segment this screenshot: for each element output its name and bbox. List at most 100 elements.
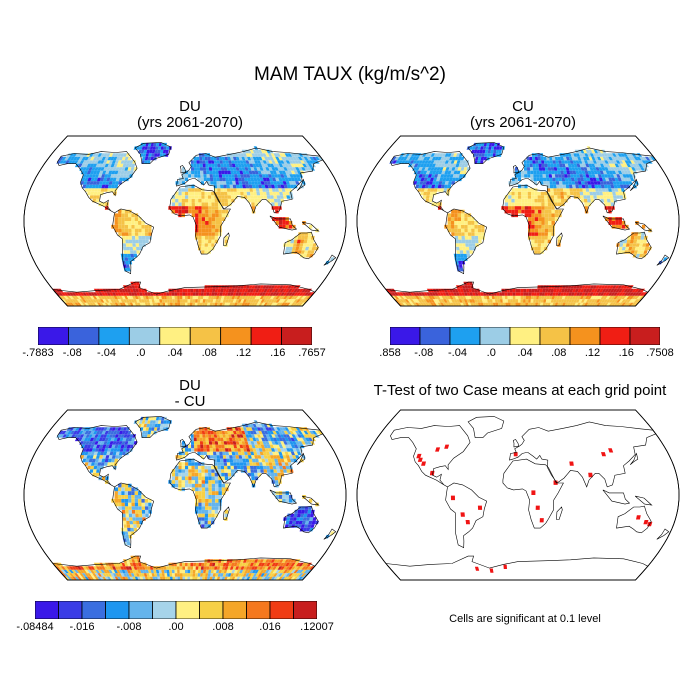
map-cell [150, 416, 154, 421]
map-cell [193, 167, 198, 171]
map-cell [107, 174, 112, 178]
map-cell [568, 184, 573, 189]
map-cell [204, 156, 208, 161]
map-cell [565, 153, 569, 157]
map-cell [105, 476, 109, 481]
map-cell [87, 299, 92, 303]
map-cell [231, 569, 236, 574]
map-cell [129, 517, 133, 521]
map-cell [84, 566, 90, 570]
map-cell [436, 295, 441, 300]
map-cell [138, 573, 143, 577]
map-cell [431, 174, 436, 178]
map-cell [218, 156, 223, 161]
map-cell [211, 509, 215, 514]
map-cell [202, 160, 206, 164]
map-cell [216, 576, 221, 580]
map-cell [155, 142, 160, 147]
map-cell [105, 299, 110, 303]
map-cell [117, 566, 122, 570]
map-cell [208, 167, 213, 171]
map-cell [286, 174, 291, 178]
map-cell [400, 156, 406, 161]
map-cell [228, 295, 233, 300]
map-cell [258, 562, 263, 567]
map-cell [478, 295, 482, 300]
map-cell [171, 483, 175, 488]
map-cell [541, 292, 545, 296]
map-cell [178, 472, 182, 477]
map-cell [290, 184, 295, 189]
map-cell [590, 170, 595, 175]
map-cell [617, 153, 623, 157]
map-cell [460, 288, 464, 293]
map-cell [615, 160, 621, 164]
map-cell [206, 448, 210, 452]
map-cell [618, 160, 624, 164]
map-cell [198, 476, 202, 481]
map-cell [201, 472, 205, 477]
map-cell [222, 573, 227, 577]
map-cell [613, 167, 618, 171]
map-cell [272, 569, 278, 574]
map-cell [204, 202, 209, 207]
coastline-namerica [57, 151, 138, 214]
map-cell [235, 566, 240, 570]
map-cell [125, 174, 130, 178]
map-cell [211, 206, 215, 210]
map-cell [440, 188, 445, 192]
map-cell [260, 573, 265, 577]
map-cell [178, 483, 182, 488]
map-cell [198, 288, 202, 293]
map-cell [578, 285, 583, 289]
map-cell [214, 566, 218, 570]
map-cell [432, 299, 438, 303]
map-cell [268, 573, 273, 577]
map-cell [105, 295, 111, 300]
map-cell [185, 302, 188, 306]
map-cell [472, 146, 476, 150]
map-cell [198, 202, 202, 207]
map-cell [280, 299, 286, 303]
map-cell [604, 160, 609, 164]
map-cell [130, 292, 135, 296]
map-cell [199, 430, 203, 435]
map-cell [297, 156, 303, 161]
map-cell [611, 299, 616, 303]
map-cell [230, 573, 234, 577]
map-cell [277, 202, 282, 207]
colorbar-swatch [539, 327, 571, 345]
map-cell [555, 299, 560, 303]
map-cell [219, 177, 223, 182]
map-cell [557, 292, 562, 296]
map-cell [550, 163, 554, 168]
map-cell [117, 573, 123, 577]
map-cell [621, 181, 627, 185]
map-cell [552, 160, 556, 164]
map-cell [253, 576, 258, 580]
map-cell [542, 174, 546, 178]
map-cell [558, 181, 563, 185]
map-cell [524, 167, 528, 171]
map-cell [157, 149, 161, 154]
map-cell [431, 163, 436, 168]
map-cell [148, 427, 152, 431]
map-cell [571, 156, 576, 161]
map-cell [568, 299, 573, 303]
map-cell [591, 174, 596, 178]
map-cell [94, 427, 100, 431]
map-cell [100, 167, 105, 171]
map-cell [622, 243, 627, 247]
map-cell [135, 239, 139, 244]
map-cell [141, 235, 146, 240]
map-cell [201, 191, 205, 196]
map-cell [128, 239, 133, 244]
map-cell [108, 434, 114, 438]
map-cell [499, 146, 503, 150]
map-cell [137, 576, 141, 580]
map-cell [254, 181, 259, 185]
map-cell [529, 156, 533, 161]
map-cell [123, 524, 128, 528]
map-cell [451, 295, 457, 300]
map-cell [181, 198, 185, 203]
